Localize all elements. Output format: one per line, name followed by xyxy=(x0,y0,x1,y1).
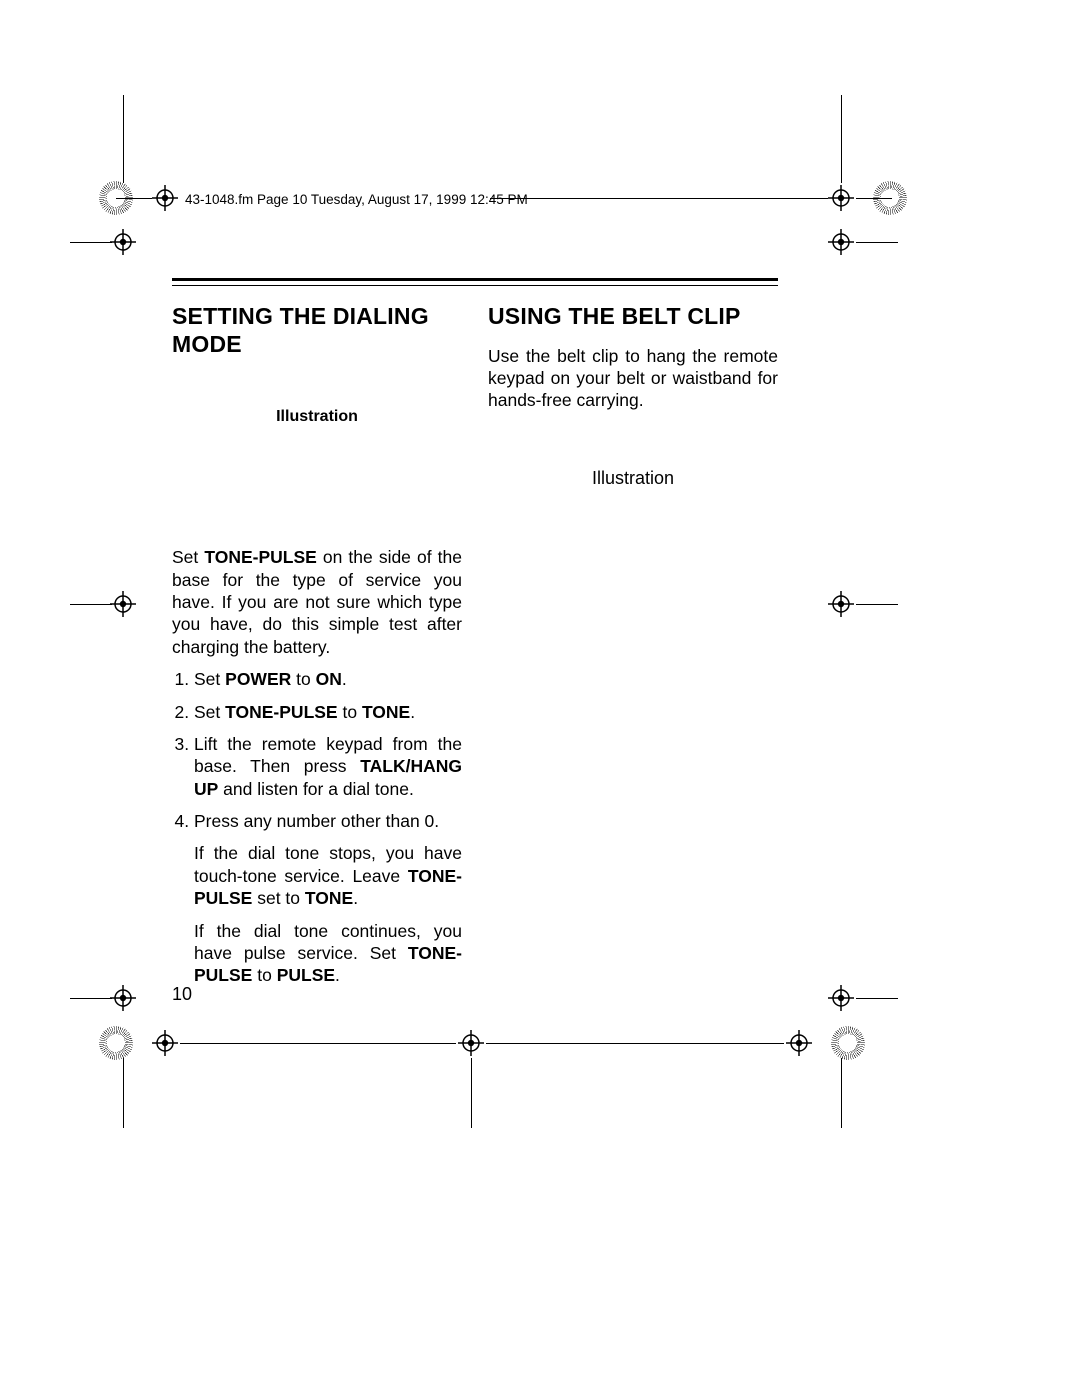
header-meta-text: 43-1048.fm Page 10 Tuesday, August 17, 1… xyxy=(185,192,528,207)
text: Set xyxy=(194,669,225,689)
text: Set xyxy=(172,547,204,567)
radial-crop-mark-icon xyxy=(873,181,907,215)
crop-line xyxy=(841,1058,842,1128)
step-4-sub2: If the dial tone continues, you have pul… xyxy=(194,920,462,987)
registration-mark-icon xyxy=(150,183,180,213)
crop-line xyxy=(70,998,112,999)
text-bold: POWER xyxy=(225,669,291,689)
text: set to xyxy=(252,888,305,908)
crop-line xyxy=(123,1058,124,1128)
radial-crop-mark-icon xyxy=(831,1026,865,1060)
registration-mark-icon xyxy=(784,1028,814,1058)
text: Press any number other than 0. xyxy=(194,811,439,831)
registration-mark-icon xyxy=(150,1028,180,1058)
text: to xyxy=(291,669,315,689)
text-bold: PULSE xyxy=(277,965,335,985)
left-column: SETTING THE DIALING MODE Illustration Se… xyxy=(172,303,462,997)
step-3: Lift the remote keypad from the base. Th… xyxy=(194,733,462,800)
text: . xyxy=(335,965,340,985)
right-column: USING THE BELT CLIP Use the belt clip to… xyxy=(488,303,778,997)
crop-line xyxy=(486,1043,784,1044)
text-bold: ON xyxy=(316,669,342,689)
text-bold: TONE xyxy=(362,702,410,722)
text: Set xyxy=(194,702,225,722)
text-bold: TONE-PULSE xyxy=(225,702,337,722)
page: 43-1048.fm Page 10 Tuesday, August 17, 1… xyxy=(0,0,1080,1397)
crop-line xyxy=(856,998,898,999)
text: . xyxy=(410,702,415,722)
step-2: Set TONE-PULSE to TONE. xyxy=(194,701,462,723)
illustration-label-right: Illustration xyxy=(488,468,778,489)
illustration-label-left: Illustration xyxy=(172,408,462,426)
crop-line xyxy=(471,1058,472,1128)
registration-mark-icon xyxy=(826,983,856,1013)
text: . xyxy=(353,888,358,908)
header-rule-thin xyxy=(172,285,778,286)
text: to xyxy=(252,965,276,985)
step-4-sub1: If the dial tone stops, you have touch-t… xyxy=(194,842,462,909)
crop-line xyxy=(841,95,842,183)
text: . xyxy=(342,669,347,689)
intro-paragraph: Set TONE-PULSE on the side of the base f… xyxy=(172,546,462,658)
heading-belt-clip: USING THE BELT CLIP xyxy=(488,303,778,331)
registration-mark-icon xyxy=(826,227,856,257)
crop-line xyxy=(123,95,124,183)
registration-mark-icon xyxy=(826,183,856,213)
crop-line xyxy=(856,604,898,605)
page-number: 10 xyxy=(172,984,192,1005)
text: to xyxy=(338,702,362,722)
heading-dialing-mode: SETTING THE DIALING MODE xyxy=(172,303,462,358)
crop-line xyxy=(180,1043,456,1044)
text-bold: TONE-PULSE xyxy=(204,547,316,567)
crop-line xyxy=(490,198,828,199)
crop-line xyxy=(70,242,112,243)
radial-crop-mark-icon xyxy=(99,1026,133,1060)
registration-mark-icon xyxy=(826,589,856,619)
text: and listen for a dial tone. xyxy=(218,779,414,799)
radial-crop-mark-icon xyxy=(99,181,133,215)
registration-mark-icon xyxy=(456,1028,486,1058)
step-4: Press any number other than 0. If the di… xyxy=(194,810,462,987)
crop-line xyxy=(70,604,112,605)
text-bold: TONE xyxy=(305,888,353,908)
registration-mark-icon xyxy=(108,983,138,1013)
registration-mark-icon xyxy=(108,227,138,257)
steps-list: Set POWER to ON. Set TONE-PULSE to TONE.… xyxy=(172,668,462,987)
content-area: SETTING THE DIALING MODE Illustration Se… xyxy=(172,303,778,997)
registration-mark-icon xyxy=(108,589,138,619)
header-rule-thick xyxy=(172,278,778,281)
step-1: Set POWER to ON. xyxy=(194,668,462,690)
belt-clip-paragraph: Use the belt clip to hang the remote key… xyxy=(488,345,778,412)
crop-line xyxy=(856,242,898,243)
